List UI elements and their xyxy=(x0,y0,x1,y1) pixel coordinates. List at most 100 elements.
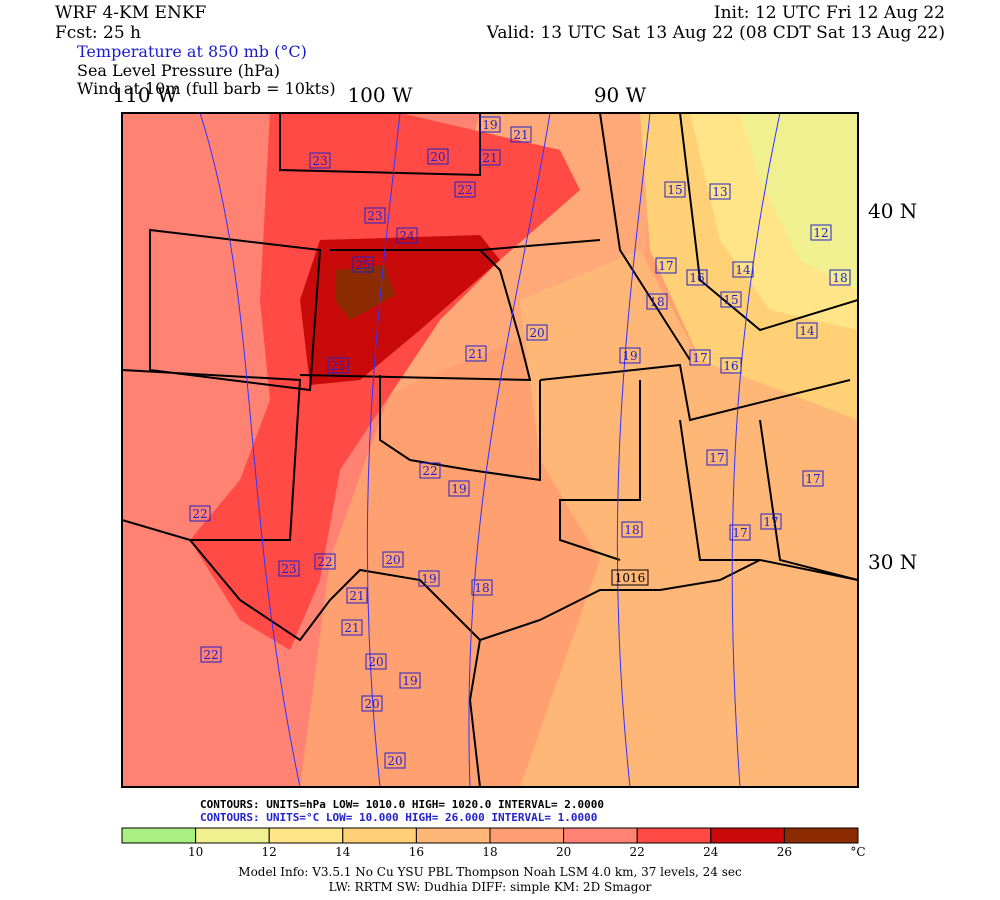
temperature-label: 12 xyxy=(813,226,828,240)
temperature-label: 22 xyxy=(317,555,332,569)
colorbar-swatch xyxy=(342,827,417,844)
temperature-label: 25 xyxy=(330,359,345,373)
colorbar-tick: 24 xyxy=(703,845,719,859)
label-box xyxy=(341,619,363,636)
lat-label: 30 N xyxy=(868,550,917,574)
label-box xyxy=(419,462,441,479)
temperature-label: 20 xyxy=(430,150,445,164)
label-box xyxy=(619,347,641,364)
colorbar-swatch xyxy=(710,827,785,844)
temperature-label: 17 xyxy=(658,259,673,273)
label-box xyxy=(471,579,493,596)
colorbar-swatch xyxy=(268,827,344,844)
temperature-label: 25 xyxy=(355,258,370,272)
temperature-label: 15 xyxy=(667,183,682,197)
label-box xyxy=(384,752,406,769)
colorbar-tick: 20 xyxy=(556,845,571,859)
temperature-label: 17 xyxy=(732,526,747,540)
colorbar-swatch xyxy=(636,827,712,844)
label-box xyxy=(418,570,440,587)
temperature-label: 23 xyxy=(367,209,382,223)
contour-info: CONTOURS: UNITS=hPa LOW= 1010.0 HIGH= 10… xyxy=(200,798,604,811)
colorbar-tick: 14 xyxy=(335,845,351,859)
label-box xyxy=(382,551,404,568)
label-box xyxy=(689,349,711,366)
label-box xyxy=(510,126,532,143)
label-box xyxy=(352,256,374,273)
temperature-label: 18 xyxy=(832,271,847,285)
label-box xyxy=(346,587,368,604)
label-box xyxy=(399,672,421,689)
temperature-label: 14 xyxy=(799,324,815,338)
temperature-label: 21 xyxy=(468,347,483,361)
temperature-label: 21 xyxy=(344,621,359,635)
temperature-label: 18 xyxy=(624,523,639,537)
label-box xyxy=(309,152,331,169)
colorbar-unit: °C xyxy=(850,845,865,859)
temperature-label: 17 xyxy=(709,451,724,465)
label-box xyxy=(454,181,476,198)
footer: Model Info: V3.5.1 No Cu YSU PBL Thompso… xyxy=(238,865,742,879)
label-box xyxy=(365,653,387,670)
colorbar-swatch xyxy=(489,827,565,844)
temperature-label: 18 xyxy=(649,295,664,309)
temperature-label: 20 xyxy=(368,655,383,669)
lat-label: 40 N xyxy=(868,199,917,223)
label-box xyxy=(829,269,851,286)
label-box xyxy=(720,357,742,374)
temperature-label: 22 xyxy=(457,183,472,197)
temperature-label: 17 xyxy=(763,515,778,529)
label-box xyxy=(655,257,677,274)
colorbar-swatch xyxy=(563,827,638,844)
label-box xyxy=(720,291,742,308)
pressure-label: 1016 xyxy=(615,571,646,585)
label-box xyxy=(479,116,501,133)
colorbar-tick: 16 xyxy=(409,845,424,859)
label-box xyxy=(802,470,824,487)
temperature-label: 20 xyxy=(529,326,544,340)
footer: LW: RRTM SW: Dudhia DIFF: simple KM: 2D … xyxy=(329,880,652,894)
label-box xyxy=(706,449,728,466)
label-box xyxy=(364,207,386,224)
label-box xyxy=(361,695,383,712)
temperature-label: 21 xyxy=(513,128,528,142)
temperature-label: 16 xyxy=(723,359,738,373)
temperature-label: 23 xyxy=(312,154,327,168)
label-box xyxy=(760,513,782,530)
label-box xyxy=(664,181,686,198)
field: Sea Level Pressure (hPa) xyxy=(77,61,280,80)
lon-label: 110 W xyxy=(112,83,178,107)
temperature-label: 20 xyxy=(364,697,379,711)
colorbar-tick: 12 xyxy=(262,845,277,859)
temperature-label: 19 xyxy=(451,482,466,496)
colorbar-tick: 26 xyxy=(777,845,792,859)
label-box xyxy=(796,322,818,339)
lon-label: 90 W xyxy=(594,83,647,107)
temperature-label: 19 xyxy=(482,118,497,132)
label-box xyxy=(448,480,470,497)
label-box xyxy=(278,560,300,577)
model: WRF 4-KM ENKF xyxy=(55,3,207,23)
temperature-label: 18 xyxy=(474,581,489,595)
temperature-label: 13 xyxy=(712,185,727,199)
label-box xyxy=(810,224,832,241)
label-box xyxy=(621,521,643,538)
label-box xyxy=(686,269,708,286)
colorbar-swatch xyxy=(415,827,491,844)
label-box xyxy=(646,293,668,310)
colorbar-tick: 22 xyxy=(630,845,645,859)
temperature-label: 16 xyxy=(689,271,704,285)
label-box xyxy=(709,183,731,200)
label-box xyxy=(479,149,501,166)
field: Wind at 10m (full barb = 10kts) xyxy=(77,79,336,98)
label-box xyxy=(526,324,548,341)
label-box xyxy=(314,553,336,570)
label-box xyxy=(611,569,649,586)
temperature-label: 15 xyxy=(723,293,738,307)
temperature-label: 22 xyxy=(192,507,207,521)
label-box xyxy=(732,261,754,278)
label-box xyxy=(396,227,418,244)
temperature-label: 20 xyxy=(387,754,402,768)
colorbar-tick: 18 xyxy=(482,845,497,859)
